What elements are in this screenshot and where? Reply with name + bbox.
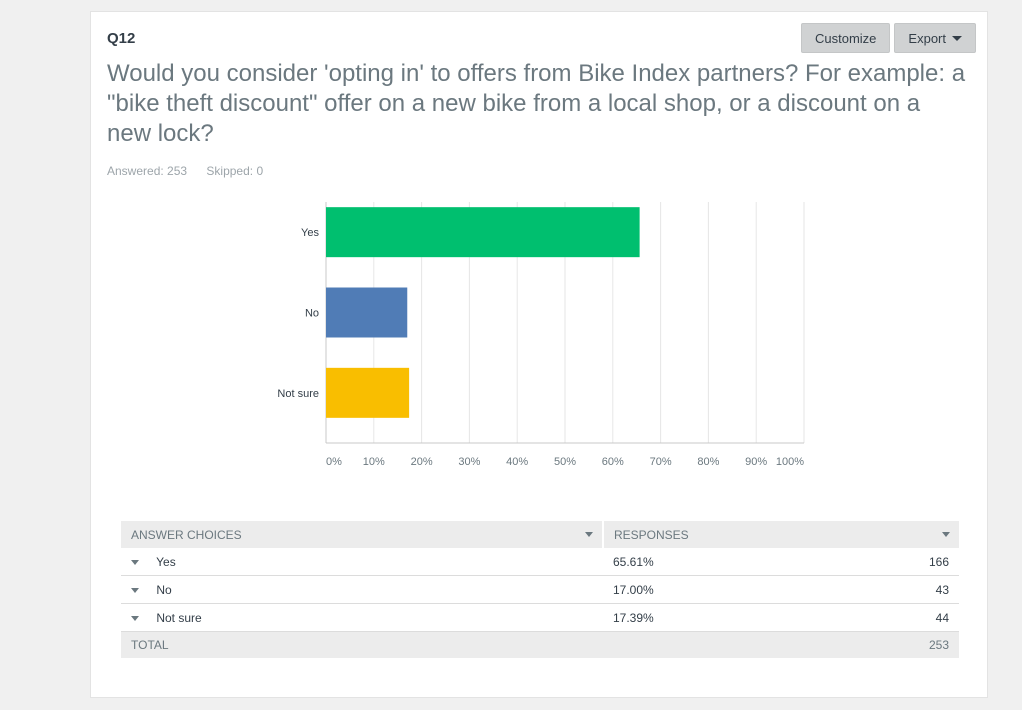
expand-caret-icon[interactable]	[131, 615, 139, 621]
skipped-count: Skipped: 0	[206, 164, 264, 178]
expand-caret-icon[interactable]	[131, 559, 139, 565]
total-cell: 253	[603, 631, 959, 658]
x-tick-label: 60%	[602, 456, 624, 468]
customize-button-label: Customize	[815, 30, 877, 46]
x-tick-label: 20%	[411, 456, 433, 468]
answer-choices-header-label: Answer Choices	[131, 527, 242, 542]
x-tick-label: 80%	[697, 456, 719, 468]
category-label: Yes	[301, 227, 319, 239]
x-tick-label: 70%	[650, 456, 672, 468]
bar	[326, 287, 408, 338]
response-percent: 17.39%	[613, 610, 654, 625]
export-button[interactable]: Export	[894, 23, 976, 53]
question-card: Q12 Customize Export Would you consider …	[90, 11, 988, 698]
table-total-row: TOTAL 253	[121, 631, 959, 658]
x-tick-label: 50%	[554, 456, 576, 468]
answered-count: Answered: 253	[107, 164, 188, 178]
response-percent: 17.00%	[613, 582, 654, 597]
bar	[326, 207, 640, 258]
table-row: No 17.00% 43	[121, 575, 959, 604]
question-title: Would you consider 'opting in' to offers…	[107, 60, 966, 147]
response-cell: 17.39% 44	[603, 603, 959, 632]
question-number: Q12	[107, 30, 136, 47]
caret-down-icon	[952, 35, 962, 41]
bar-chart: 0% 10% 20% 30% 40% 50% 60% 70% 80% 90% 100% Yes No No…	[277, 202, 805, 468]
table-row: Not sure 17.39% 44	[121, 603, 959, 632]
choice-cell: Not sure	[121, 603, 603, 632]
x-tick-label: 30%	[458, 456, 480, 468]
sort-caret-icon[interactable]	[942, 532, 950, 537]
toolbar: Customize Export	[801, 23, 976, 53]
x-tick-label: 40%	[506, 456, 528, 468]
response-percent: 65.61%	[613, 554, 654, 569]
choice-cell: No	[121, 575, 603, 604]
responses-header[interactable]: Responses	[603, 521, 959, 548]
table-header-row: Answer Choices Responses	[121, 521, 959, 548]
choice-label: No	[156, 582, 172, 597]
results-table: Answer Choices Responses Yes 65.61% 166	[121, 521, 959, 658]
response-stats: Answered: 253 Skipped: 0	[107, 164, 263, 178]
sort-caret-icon[interactable]	[585, 532, 593, 537]
answer-choices-header[interactable]: Answer Choices	[121, 521, 604, 548]
choice-cell: Yes	[121, 548, 603, 576]
choice-label: Yes	[156, 554, 176, 569]
x-tick-label: 10%	[363, 456, 385, 468]
response-count: 44	[935, 610, 949, 625]
category-label: Not sure	[277, 388, 319, 400]
choice-label: Not sure	[156, 610, 202, 625]
x-tick-label: 0%	[326, 456, 342, 468]
total-count: 253	[928, 638, 949, 652]
table-row: Yes 65.61% 166	[121, 548, 959, 576]
total-label: TOTAL	[121, 631, 603, 658]
x-tick-label: 100%	[776, 456, 804, 468]
x-tick-label: 90%	[745, 456, 767, 468]
bar	[326, 367, 410, 418]
category-label: No	[305, 308, 319, 320]
customize-button[interactable]: Customize	[801, 23, 891, 53]
expand-caret-icon[interactable]	[131, 587, 139, 593]
responses-header-label: Responses	[614, 527, 689, 542]
response-cell: 17.00% 43	[603, 575, 959, 604]
response-count: 43	[935, 582, 949, 597]
response-cell: 65.61% 166	[603, 548, 959, 576]
export-button-label: Export	[908, 30, 946, 46]
response-count: 166	[928, 554, 949, 569]
